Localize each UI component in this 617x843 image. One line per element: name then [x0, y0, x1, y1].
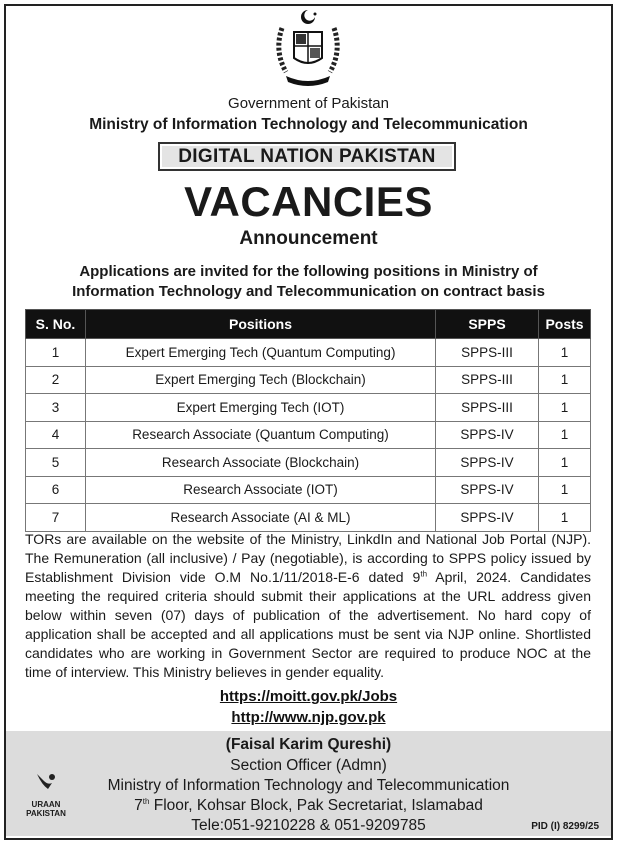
digital-nation-banner: DIGITAL NATION PAKISTAN — [158, 142, 456, 171]
address-superscript: th — [142, 796, 150, 806]
header-spps: SPPS — [435, 309, 539, 339]
table-body: 1 Expert Emerging Tech (Quantum Computing… — [25, 338, 591, 532]
terms-paragraph: TORs are available on the website of the… — [25, 530, 591, 682]
intro-line-2: Information Technology and Telecommunica… — [72, 283, 545, 300]
table-header-row: S. No. Positions SPPS Posts — [25, 309, 591, 339]
cell-sno: 1 — [25, 338, 86, 367]
url-njp-wrap: http://www.njp.gov.pk — [0, 709, 617, 727]
uraan-bird-icon — [37, 774, 55, 789]
table-row: 5 Research Associate (Blockchain) SPPS-IV 1 — [25, 448, 591, 477]
moitt-jobs-link[interactable]: https://moitt.gov.pk/Jobs — [219, 688, 398, 705]
cell-posts: 1 — [538, 503, 591, 532]
terms-text-1: TORs are available on the website of the… — [25, 531, 591, 585]
terms-text-2: April, 2024. Candidates meeting the requ… — [25, 569, 591, 680]
table-row: 7 Research Associate (AI & ML) SPPS-IV 1 — [25, 503, 591, 532]
cell-posts: 1 — [538, 475, 591, 504]
footer-address: 7th Floor, Kohsar Block, Pak Secretariat… — [86, 797, 531, 815]
address-floor: 7 — [134, 797, 143, 814]
table-row: 2 Expert Emerging Tech (Blockchain) SPPS-I… — [25, 365, 591, 394]
logo-text-uraan: URAAN — [31, 800, 61, 809]
cell-spps: SPPS-III — [435, 365, 539, 394]
cell-sno: 2 — [25, 365, 86, 394]
cell-spps: SPPS-III — [435, 393, 539, 422]
ministry-name: Ministry of Information Technology and T… — [89, 116, 528, 133]
cell-sno: 7 — [25, 503, 86, 532]
cell-spps: SPPS-IV — [435, 503, 539, 532]
officer-name: (Faisal Karim Qureshi) — [225, 736, 392, 753]
cell-position: Research Associate (Blockchain) — [85, 448, 436, 477]
uraan-pakistan-logo: URAAN PAKISTAN — [18, 771, 74, 818]
cell-position: Expert Emerging Tech (Blockchain) — [85, 365, 436, 394]
header-sno: S. No. — [25, 309, 86, 339]
cell-posts: 1 — [538, 393, 591, 422]
cell-posts: 1 — [538, 448, 591, 477]
cell-posts: 1 — [538, 420, 591, 449]
cell-position: Research Associate (IOT) — [85, 475, 436, 504]
terms-superscript: th — [420, 569, 428, 579]
cell-spps: SPPS-IV — [435, 420, 539, 449]
intro-line-1: Applications are invited for the followi… — [79, 263, 538, 280]
footer: (Faisal Karim Qureshi) Section Officer (… — [6, 731, 611, 836]
page-subtitle: Announcement — [239, 228, 378, 249]
page-title: VACANCIES — [184, 178, 433, 225]
cell-position: Expert Emerging Tech (IOT) — [85, 393, 436, 422]
cell-posts: 1 — [538, 365, 591, 394]
cell-sno: 3 — [25, 393, 86, 422]
government-name: Government of Pakistan — [228, 95, 389, 112]
cell-position: Research Associate (AI & ML) — [85, 503, 436, 532]
header-posts: Posts — [538, 309, 591, 339]
cell-sno: 5 — [25, 448, 86, 477]
ad-border — [4, 4, 613, 840]
njp-link[interactable]: http://www.njp.gov.pk — [231, 709, 386, 726]
address-text: Floor, Kohsar Block, Pak Secretariat, Is… — [149, 797, 483, 814]
url-moitt-wrap: https://moitt.gov.pk/Jobs — [0, 688, 617, 706]
cell-position: Expert Emerging Tech (Quantum Computing) — [85, 338, 436, 367]
footer-phone: Tele:051-9210228 & 051-9209785 — [191, 817, 426, 834]
state-emblem-icon — [276, 10, 340, 86]
cell-spps: SPPS-III — [435, 338, 539, 367]
intro-text: Applications are invited for the followi… — [0, 262, 617, 302]
cell-position: Research Associate (Quantum Computing) — [85, 420, 436, 449]
table-row: 1 Expert Emerging Tech (Quantum Computing… — [25, 338, 591, 367]
logo-text-pakistan: PAKISTAN — [26, 809, 66, 818]
vacancies-table: S. No. Positions SPPS Posts 1 Expert Emer… — [25, 309, 591, 532]
footer-ministry: Ministry of Information Technology and T… — [107, 777, 510, 794]
pid-number: PID (I) 8299/25 — [531, 821, 599, 832]
cell-posts: 1 — [538, 338, 591, 367]
table-row: 3 Expert Emerging Tech (IOT) SPPS-III 1 — [25, 393, 591, 422]
cell-spps: SPPS-IV — [435, 475, 539, 504]
officer-designation: Section Officer (Admn) — [230, 757, 387, 774]
cell-sno: 4 — [25, 420, 86, 449]
cell-sno: 6 — [25, 475, 86, 504]
table-row: 4 Research Associate (Quantum Computing) S… — [25, 420, 591, 449]
header-positions: Positions — [85, 309, 436, 339]
table-row: 6 Research Associate (IOT) SPPS-IV 1 — [25, 475, 591, 504]
cell-spps: SPPS-IV — [435, 448, 539, 477]
